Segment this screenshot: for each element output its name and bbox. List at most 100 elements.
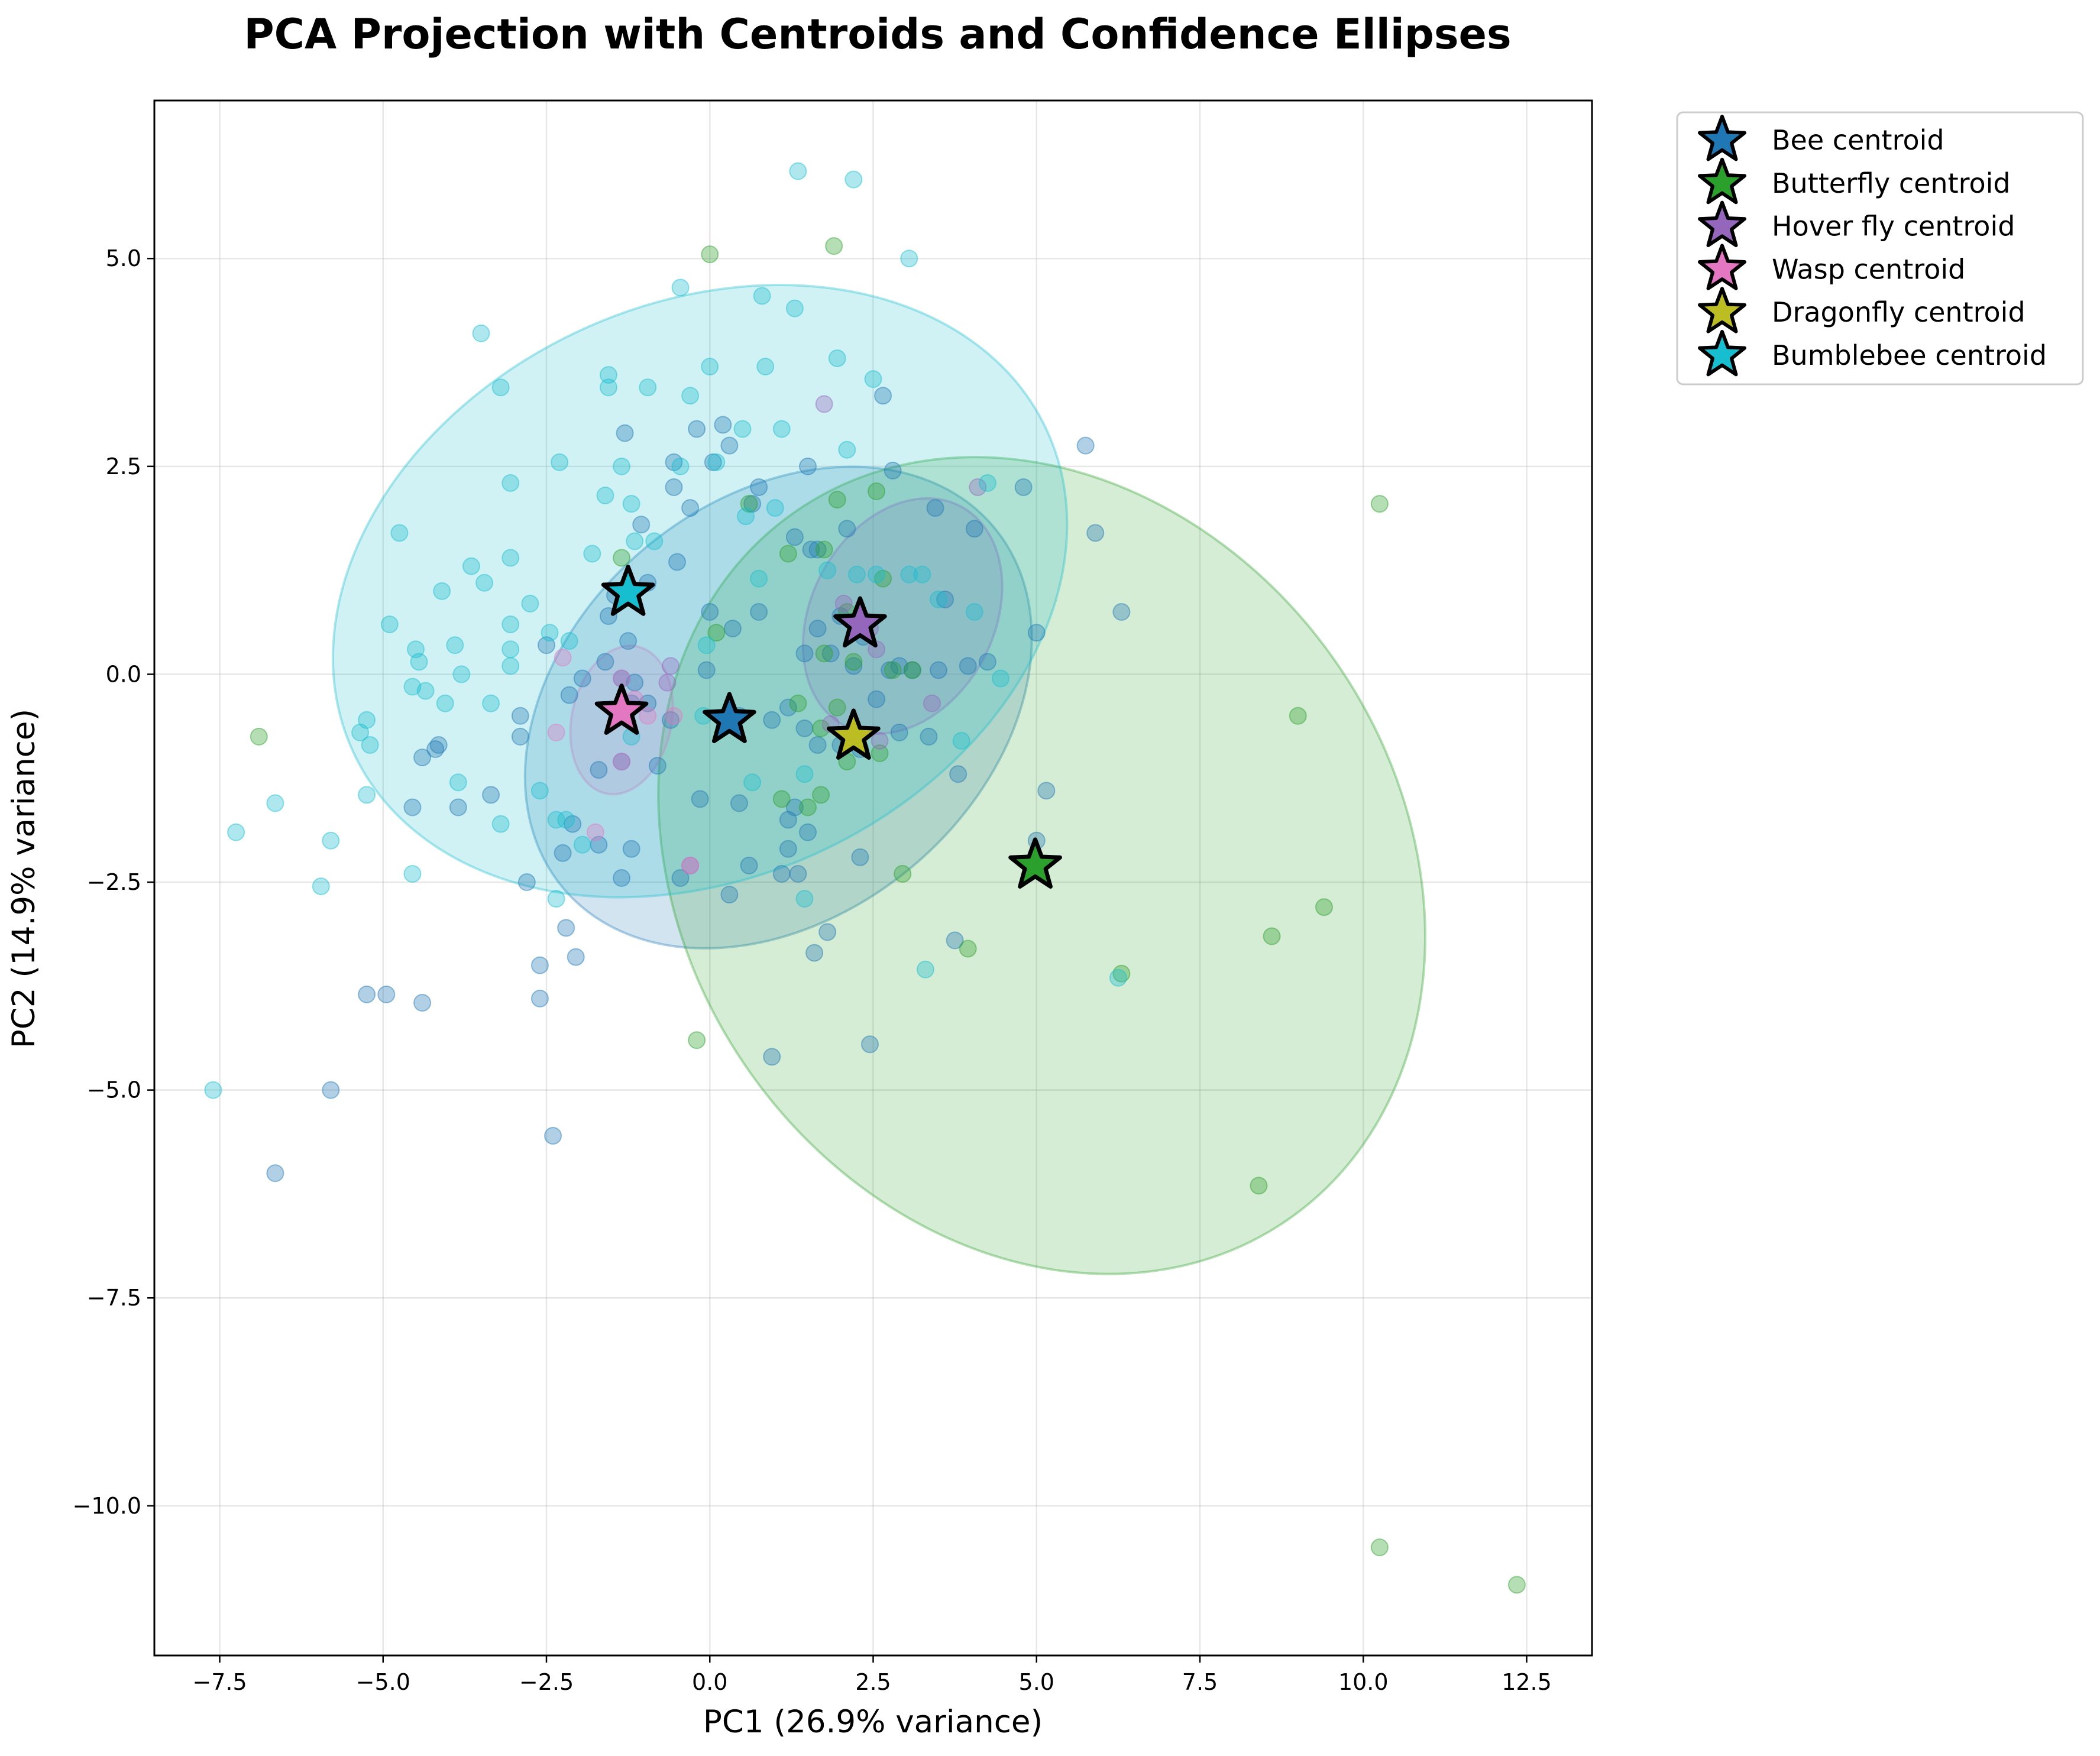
data-point bbox=[871, 731, 889, 750]
data-point bbox=[266, 1164, 284, 1182]
data-point bbox=[704, 453, 722, 471]
data-point bbox=[250, 727, 268, 746]
legend-frame bbox=[1676, 111, 2084, 385]
data-point bbox=[538, 636, 555, 655]
data-point bbox=[596, 653, 614, 671]
data-point bbox=[720, 436, 739, 455]
data-point bbox=[622, 495, 640, 513]
data-point bbox=[1027, 624, 1046, 642]
data-point bbox=[874, 387, 892, 405]
data-point bbox=[632, 516, 651, 534]
data-point bbox=[560, 686, 578, 704]
data-point bbox=[815, 644, 833, 663]
data-point bbox=[828, 349, 846, 367]
data-point bbox=[884, 461, 902, 480]
data-point bbox=[658, 673, 677, 692]
data-point bbox=[740, 495, 758, 513]
data-point bbox=[413, 993, 432, 1012]
x-tick-label: −5.0 bbox=[356, 1669, 410, 1695]
data-point bbox=[779, 811, 797, 829]
data-point bbox=[1370, 495, 1389, 513]
confidence-ellipse bbox=[331, 284, 1069, 899]
data-point bbox=[743, 773, 762, 792]
legend-entry: Hover fly centroid bbox=[1772, 210, 2015, 242]
data-point bbox=[413, 749, 432, 767]
data-point bbox=[789, 694, 807, 712]
data-point bbox=[407, 640, 425, 659]
centroid-star bbox=[833, 596, 887, 648]
data-point bbox=[501, 640, 520, 659]
data-point bbox=[753, 287, 771, 305]
y-tick-label: 0.0 bbox=[106, 661, 141, 687]
data-point bbox=[785, 528, 804, 546]
data-point bbox=[613, 753, 631, 771]
data-point bbox=[322, 1081, 340, 1099]
data-point bbox=[491, 378, 510, 397]
data-point bbox=[511, 727, 529, 746]
data-point bbox=[501, 657, 520, 675]
data-point bbox=[668, 553, 686, 571]
legend-entry: Wasp centroid bbox=[1772, 253, 1965, 285]
data-point bbox=[851, 848, 869, 866]
data-point bbox=[785, 299, 804, 317]
legend-marker bbox=[1698, 200, 1746, 247]
x-tick-label: 5.0 bbox=[1019, 1669, 1054, 1695]
data-point bbox=[688, 1031, 706, 1049]
data-point bbox=[590, 835, 608, 854]
data-point bbox=[808, 620, 827, 638]
legend-marker bbox=[1698, 330, 1746, 377]
data-point bbox=[701, 245, 719, 264]
data-point bbox=[991, 669, 1009, 688]
data-point bbox=[959, 657, 977, 675]
data-point bbox=[639, 378, 657, 397]
data-point bbox=[530, 989, 549, 1007]
data-point bbox=[501, 615, 520, 634]
data-point bbox=[681, 856, 700, 874]
data-point bbox=[665, 707, 683, 725]
data-point bbox=[1112, 964, 1131, 983]
legend: Bee centroid Butterfly centroid Hover fly … bbox=[1676, 111, 2084, 385]
data-point bbox=[763, 711, 781, 729]
x-tick-label: −7.5 bbox=[192, 1669, 247, 1695]
x-tick-label: 2.5 bbox=[855, 1669, 891, 1695]
data-point bbox=[701, 602, 719, 621]
data-point bbox=[530, 782, 549, 800]
data-point bbox=[834, 594, 853, 613]
x-axis-label: PC1 (26.9% variance) bbox=[703, 1704, 1043, 1740]
data-point bbox=[671, 457, 690, 475]
data-point bbox=[501, 549, 520, 567]
data-point bbox=[766, 499, 784, 517]
data-point bbox=[805, 944, 824, 962]
data-point bbox=[844, 657, 863, 675]
data-point bbox=[501, 474, 520, 492]
data-point bbox=[665, 478, 683, 496]
data-point bbox=[639, 707, 657, 725]
data-point bbox=[789, 864, 807, 883]
data-point bbox=[266, 794, 284, 812]
x-tick-label: 12.5 bbox=[1502, 1669, 1552, 1695]
legend-marker bbox=[1698, 287, 1746, 333]
data-point bbox=[750, 478, 768, 496]
data-point bbox=[403, 798, 422, 817]
data-point bbox=[785, 798, 804, 817]
data-point bbox=[825, 237, 843, 255]
data-point bbox=[874, 569, 892, 588]
data-point bbox=[923, 694, 941, 712]
data-point bbox=[613, 753, 631, 771]
data-point bbox=[390, 524, 409, 542]
data-point bbox=[557, 811, 575, 829]
data-point bbox=[530, 956, 549, 974]
data-point bbox=[815, 540, 833, 559]
data-point bbox=[596, 487, 614, 505]
legend-marker bbox=[1698, 157, 1746, 205]
data-point bbox=[890, 723, 908, 741]
y-tick-label: 2.5 bbox=[106, 453, 141, 480]
data-point bbox=[599, 366, 617, 384]
legend-entry: Butterfly centroid bbox=[1772, 167, 2011, 199]
data-point bbox=[733, 420, 752, 438]
data-point bbox=[894, 864, 912, 883]
data-point bbox=[903, 661, 921, 679]
data-point bbox=[714, 416, 732, 434]
data-point bbox=[573, 835, 591, 854]
data-point bbox=[619, 632, 638, 650]
